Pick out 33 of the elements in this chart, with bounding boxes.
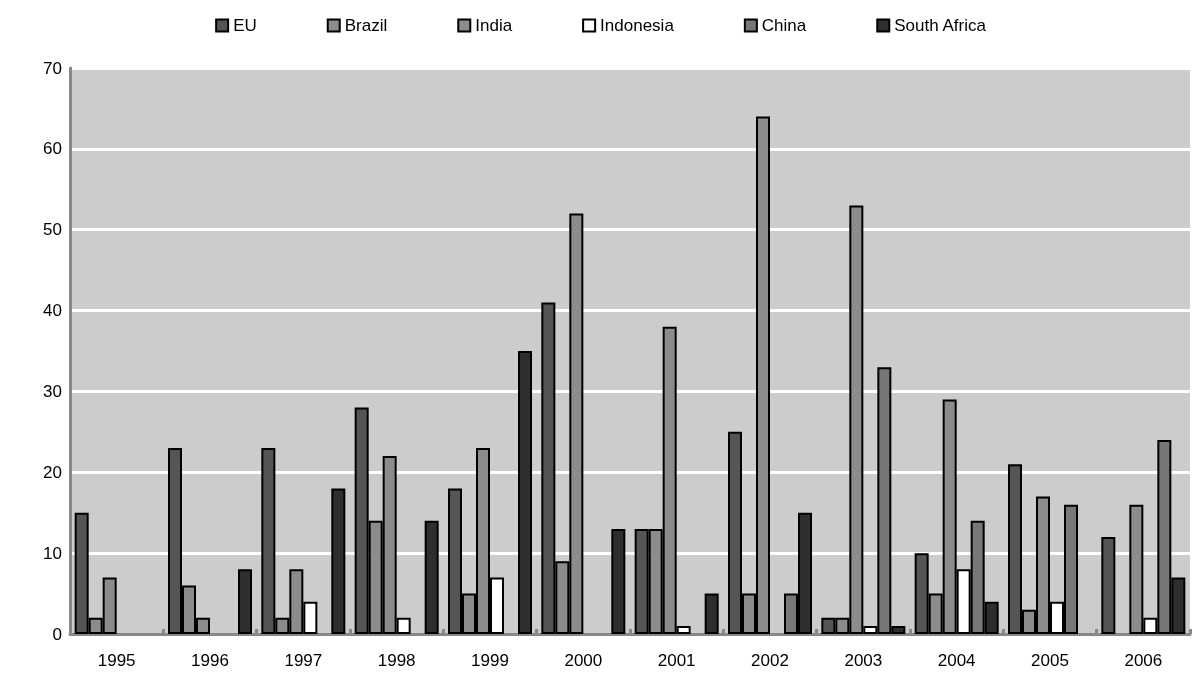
x-tick-label: 1995: [97, 651, 136, 670]
y-tick-label: 40: [43, 301, 62, 321]
bar: [704, 593, 719, 634]
x-tick-label: 2000: [564, 651, 603, 670]
x-tick-label: 1999: [471, 651, 509, 670]
y-tick-label: 30: [43, 381, 62, 401]
y-tick-label: 20: [43, 462, 62, 482]
legend-label: China: [761, 16, 807, 35]
y-tick-label: 0: [52, 624, 62, 644]
bar: [238, 569, 252, 634]
x-tick-label: 2006: [1124, 651, 1163, 670]
x-tick-label: 2004: [937, 651, 976, 670]
legend-label: South Africa: [894, 16, 987, 35]
x-tick-label: 2001: [657, 651, 696, 670]
bar: [611, 528, 626, 634]
legend-label: Brazil: [344, 16, 388, 35]
x-tick-label: 1996: [191, 651, 229, 670]
x-tick-label: 1998: [377, 651, 416, 670]
legend-label: Indonesia: [600, 16, 675, 35]
y-tick-label: 10: [43, 543, 62, 563]
legend-label: India: [475, 16, 513, 35]
y-tick-label: 50: [43, 220, 62, 240]
bar: [1101, 536, 1116, 634]
legend-label: EU: [233, 16, 257, 35]
x-tick-label: 2002: [751, 651, 789, 670]
bar: [518, 351, 532, 634]
x-tick-label: 2003: [844, 651, 883, 670]
bar: [331, 488, 346, 634]
y-tick-label: 70: [43, 58, 62, 78]
x-tick-label: 1997: [284, 651, 323, 670]
x-tick-label: 2005: [1031, 651, 1069, 670]
y-tick-label: 60: [43, 139, 62, 159]
bar: [424, 520, 439, 634]
